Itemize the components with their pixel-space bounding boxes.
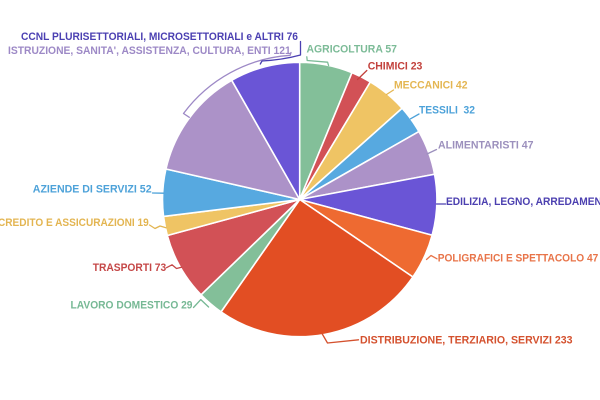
svg-text:LAVORO DOMESTICO 29: LAVORO DOMESTICO 29 bbox=[71, 299, 193, 311]
svg-text:ISTRUZIONE, SANITA', ASSISTENZ: ISTRUZIONE, SANITA', ASSISTENZA, CULTURA… bbox=[8, 45, 291, 57]
svg-text:TESSILI 32: TESSILI 32 bbox=[419, 105, 475, 117]
svg-text:EDILIZIA, LEGNO, ARREDAMENTO 6: EDILIZIA, LEGNO, ARREDAMENTO 64 bbox=[446, 196, 600, 208]
svg-text:CHIMICI 23: CHIMICI 23 bbox=[368, 60, 423, 72]
svg-text:TRASPORTI 73: TRASPORTI 73 bbox=[93, 262, 167, 274]
svg-text:DISTRIBUZIONE, TERZIARIO, SERV: DISTRIBUZIONE, TERZIARIO, SERVIZI 233 bbox=[360, 335, 573, 347]
svg-text:ALIMENTARISTI 47: ALIMENTARISTI 47 bbox=[438, 140, 534, 152]
svg-text:MECCANICI 42: MECCANICI 42 bbox=[394, 80, 468, 92]
svg-text:CCNL PLURISETTORIALI, MICROSET: CCNL PLURISETTORIALI, MICROSETTORIALI e … bbox=[21, 31, 298, 43]
svg-text:CREDITO E ASSICURAZIONI 19: CREDITO E ASSICURAZIONI 19 bbox=[0, 217, 149, 229]
svg-text:AGRICOLTURA 57: AGRICOLTURA 57 bbox=[307, 44, 398, 56]
svg-text:POLIGRAFICI E SPETTACOLO 47: POLIGRAFICI E SPETTACOLO 47 bbox=[438, 253, 599, 265]
svg-text:AZIENDE DI SERVIZI 52: AZIENDE DI SERVIZI 52 bbox=[33, 184, 152, 196]
